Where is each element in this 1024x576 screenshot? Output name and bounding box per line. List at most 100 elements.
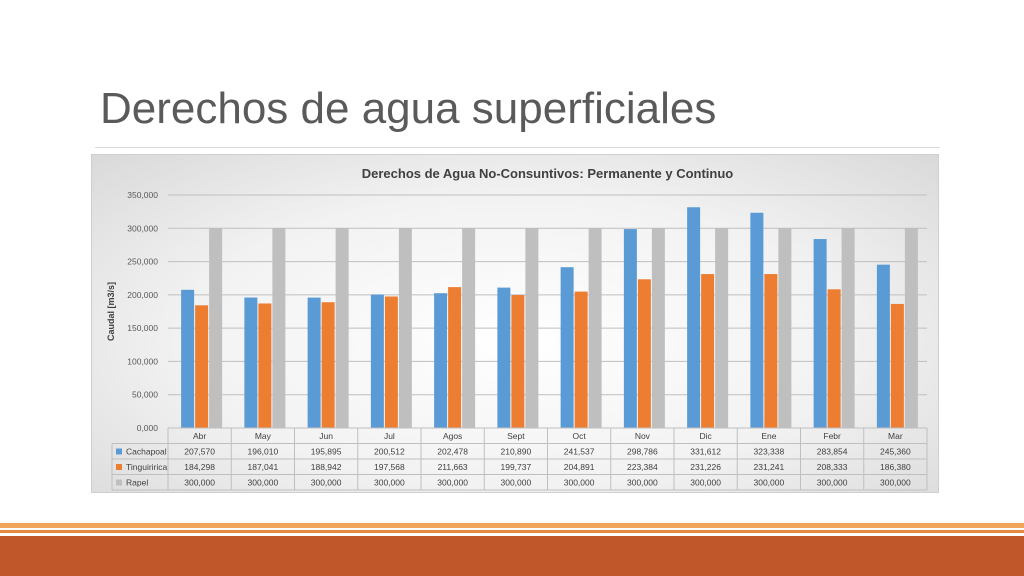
bar-rapel <box>651 228 665 428</box>
bar-rapel <box>778 228 792 428</box>
x-tick-label: Ene <box>761 431 776 441</box>
data-label: 187,041 <box>248 462 279 472</box>
bar-tinguiririca <box>637 279 651 428</box>
bar-tinguiririca <box>258 303 272 428</box>
bar-cachapoal <box>244 297 258 428</box>
bar-rapel <box>209 228 223 428</box>
bar-rapel <box>462 228 476 428</box>
x-tick-label: Febr <box>823 431 841 441</box>
bar-tinguiririca <box>574 291 588 428</box>
data-label: 231,241 <box>754 462 785 472</box>
data-label: 300,000 <box>690 478 721 488</box>
y-tick-label: 100,000 <box>127 356 158 366</box>
data-label: 300,000 <box>754 478 785 488</box>
legend-label-tinguiririca: Tinguiririca <box>126 462 168 472</box>
bar-cachapoal <box>181 289 195 428</box>
bar-rapel <box>272 228 286 428</box>
bar-tinguiririca <box>511 295 525 428</box>
data-label: 184,298 <box>184 462 215 472</box>
bar-rapel <box>715 228 729 428</box>
bar-cachapoal <box>876 264 890 428</box>
bar-cachapoal <box>434 293 448 428</box>
y-tick-label: 50,000 <box>132 390 158 400</box>
bar-rapel <box>398 228 412 428</box>
data-label: 208,333 <box>817 462 848 472</box>
bar-tinguiririca <box>321 302 335 428</box>
x-tick-label: Oct <box>573 431 587 441</box>
bar-tinguiririca <box>764 274 778 428</box>
bar-rapel <box>841 228 855 428</box>
chart-panel: Derechos de Agua No-Consuntivos: Permane… <box>91 154 939 493</box>
bar-tinguiririca <box>448 287 462 428</box>
y-tick-label: 0,000 <box>137 423 159 433</box>
data-label: 283,854 <box>817 447 848 457</box>
slide-title: Derechos de agua superficiales <box>100 84 717 133</box>
bar-chart: Derechos de Agua No-Consuntivos: Permane… <box>106 166 928 491</box>
bar-cachapoal <box>307 297 321 428</box>
data-label: 241,537 <box>564 447 595 457</box>
x-tick-label: Agos <box>443 431 462 441</box>
data-label: 204,891 <box>564 462 595 472</box>
y-tick-label: 200,000 <box>127 290 158 300</box>
data-label: 323,338 <box>754 447 785 457</box>
data-label: 300,000 <box>880 478 911 488</box>
x-tick-label: May <box>255 431 272 441</box>
x-tick-label: Dic <box>699 431 712 441</box>
data-label: 211,663 <box>438 462 468 472</box>
legend-swatch-cachapoal <box>116 448 122 455</box>
data-label: 331,612 <box>690 447 721 457</box>
y-tick-label: 150,000 <box>127 323 158 333</box>
x-tick-label: Jun <box>319 431 333 441</box>
bar-tinguiririca <box>890 303 904 428</box>
data-label: 300,000 <box>437 478 468 488</box>
title-divider <box>95 147 940 148</box>
bar-tinguiririca <box>701 274 715 428</box>
data-label: 197,568 <box>374 462 405 472</box>
data-label: 300,000 <box>627 478 658 488</box>
legend-label-rapel: Rapel <box>126 478 148 488</box>
y-tick-label: 300,000 <box>127 223 158 233</box>
footer-band <box>0 536 1024 576</box>
data-label: 210,890 <box>501 447 532 457</box>
x-tick-label: Abr <box>193 431 206 441</box>
data-label: 300,000 <box>311 478 342 488</box>
data-label: 223,384 <box>627 462 658 472</box>
x-tick-label: Jul <box>384 431 395 441</box>
x-tick-label: Mar <box>888 431 903 441</box>
x-tick-label: Sept <box>507 431 525 441</box>
data-label: 202,478 <box>437 447 468 457</box>
data-label: 188,942 <box>311 462 342 472</box>
y-axis-label: Caudal [m3/s] <box>106 282 116 341</box>
data-label: 300,000 <box>184 478 215 488</box>
data-label: 298,786 <box>627 447 658 457</box>
data-label: 300,000 <box>374 478 405 488</box>
legend-label-cachapoal: Cachapoal <box>126 447 167 457</box>
data-label: 300,000 <box>817 478 848 488</box>
x-tick-label: Nov <box>635 431 651 441</box>
bar-cachapoal <box>623 229 637 428</box>
data-label: 231,226 <box>690 462 721 472</box>
bar-tinguiririca <box>384 296 398 428</box>
bar-cachapoal <box>370 294 384 428</box>
bar-cachapoal <box>497 287 511 428</box>
data-label: 199,737 <box>501 462 532 472</box>
bar-cachapoal <box>560 267 574 428</box>
bar-rapel <box>904 228 918 428</box>
bar-cachapoal <box>813 239 827 428</box>
bar-cachapoal <box>750 212 764 428</box>
data-label: 186,380 <box>880 462 911 472</box>
legend-swatch-tinguiririca <box>116 464 122 470</box>
bar-rapel <box>588 228 602 428</box>
bar-rapel <box>525 228 539 428</box>
y-tick-label: 350,000 <box>127 190 158 200</box>
y-tick-label: 250,000 <box>127 257 158 267</box>
data-label: 300,000 <box>501 478 532 488</box>
data-label: 196,010 <box>248 447 279 457</box>
bar-cachapoal <box>687 207 701 428</box>
bar-rapel <box>335 228 349 428</box>
data-label: 195,895 <box>311 447 342 457</box>
data-label: 200,512 <box>374 447 405 457</box>
data-label: 207,570 <box>184 447 215 457</box>
legend-swatch-rapel <box>116 479 122 486</box>
data-label: 300,000 <box>564 478 595 488</box>
